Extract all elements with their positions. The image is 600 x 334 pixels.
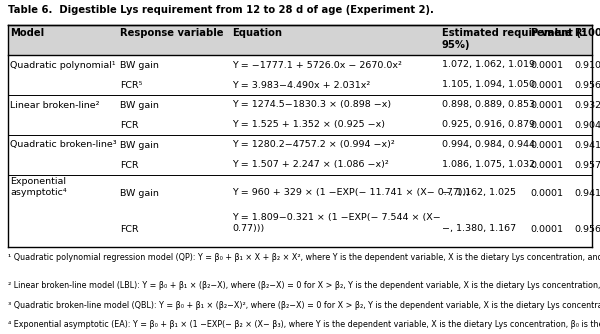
Text: 1.086, 1.075, 1.032: 1.086, 1.075, 1.032 [442,161,535,169]
Text: 0.0001: 0.0001 [530,141,563,150]
Bar [8,135,592,155]
Text: Y = 1.809−0.321 × (1 −EXP(− 7.544 × (X−
0.77))): Y = 1.809−0.321 × (1 −EXP(− 7.544 × (X− … [232,213,441,233]
Text: Y = 3.983−4.490x + 2.031x²: Y = 3.983−4.490x + 2.031x² [232,80,370,90]
Text: 0.9560: 0.9560 [574,224,600,233]
Text: ² Linear broken-line model (LBL): Y = β₀ + β₁ × (β₂−X), where (β₂−X) = 0 for X >: ² Linear broken-line model (LBL): Y = β₀… [8,282,600,291]
Text: Linear broken-line²: Linear broken-line² [10,101,100,110]
Text: Y = 1.525 + 1.352 × (0.925 −x): Y = 1.525 + 1.352 × (0.925 −x) [232,121,385,130]
Text: P-value: P-value [530,28,572,38]
Bar [8,95,592,115]
Text: FCR: FCR [120,161,139,169]
Text: FCR: FCR [120,121,139,130]
Text: FCR⁵: FCR⁵ [120,80,142,90]
Text: 0.9107: 0.9107 [574,60,600,69]
Text: Exponential
asymptotic⁴: Exponential asymptotic⁴ [10,177,67,197]
Bar [8,211,592,247]
Text: Quadratic polynomial¹: Quadratic polynomial¹ [10,60,116,69]
Text: 0.9418: 0.9418 [574,141,600,150]
Text: Model: Model [10,28,44,38]
Text: Y = 960 + 329 × (1 −EXP(− 11.741 × (X− 0.77))): Y = 960 + 329 × (1 −EXP(− 11.741 × (X− 0… [232,188,470,197]
Text: BW gain: BW gain [120,60,159,69]
Text: 0.0001: 0.0001 [530,101,563,110]
Text: Y = 1280.2−4757.2 × (0.994 −x)²: Y = 1280.2−4757.2 × (0.994 −x)² [232,141,395,150]
Text: Y = 1.507 + 2.247 × (1.086 −x)²: Y = 1.507 + 2.247 × (1.086 −x)² [232,161,389,169]
Text: Table 6.  Digestible Lys requirement from 12 to 28 d of age (Experiment 2).: Table 6. Digestible Lys requirement from… [8,5,434,15]
Text: Quadratic broken-line³: Quadratic broken-line³ [10,141,116,150]
Text: Equation: Equation [232,28,282,38]
Text: 0.9578: 0.9578 [574,161,600,169]
Text: ¹ Quadratic polynomial regression model (QP): Y = β₀ + β₁ × X + β₂ × X², where Y: ¹ Quadratic polynomial regression model … [8,253,600,262]
Text: 0.925, 0.916, 0.879: 0.925, 0.916, 0.879 [442,121,535,130]
Text: 1.105, 1.094, 1.050: 1.105, 1.094, 1.050 [442,80,535,90]
Bar [8,55,592,75]
Text: ⁴ Exponential asymptotic (EA): Y = β₀ + β₁ × (1 −EXP(− β₂ × (X− β₃), where Y is : ⁴ Exponential asymptotic (EA): Y = β₀ + … [8,320,600,329]
Text: Estimated requirement (100, 99,
95%): Estimated requirement (100, 99, 95%) [442,28,600,50]
Text: 0.9568: 0.9568 [574,80,600,90]
Text: 0.0001: 0.0001 [530,188,563,197]
Text: 0.9329: 0.9329 [574,101,600,110]
Text: BW gain: BW gain [120,141,159,150]
Text: 0.0001: 0.0001 [530,60,563,69]
Text: 0.9043: 0.9043 [574,121,600,130]
Text: 0.0001: 0.0001 [530,121,563,130]
Text: ³ Quadratic broken-line model (QBL): Y = β₀ + β₁ × (β₂−X)², where (β₂−X) = 0 for: ³ Quadratic broken-line model (QBL): Y =… [8,301,600,310]
Text: Y = 1274.5−1830.3 × (0.898 −x): Y = 1274.5−1830.3 × (0.898 −x) [232,101,391,110]
Text: Y = −1777.1 + 5726.0x − 2670.0x²: Y = −1777.1 + 5726.0x − 2670.0x² [232,60,402,69]
Text: FCR: FCR [120,224,139,233]
Bar [8,25,592,55]
Bar [8,75,592,95]
Text: BW gain: BW gain [120,188,159,197]
Text: 0.994, 0.984, 0.944: 0.994, 0.984, 0.944 [442,141,535,150]
Text: 0.0001: 0.0001 [530,224,563,233]
Text: −, 1.162, 1.025: −, 1.162, 1.025 [442,188,516,197]
Text: R²: R² [574,28,586,38]
Text: BW gain: BW gain [120,101,159,110]
Text: 0.0001: 0.0001 [530,80,563,90]
Bar [8,155,592,175]
Bar [8,175,592,211]
Text: −, 1.380, 1.167: −, 1.380, 1.167 [442,224,516,233]
Text: 0.898, 0.889, 0.853: 0.898, 0.889, 0.853 [442,101,535,110]
Text: Response variable: Response variable [120,28,223,38]
Text: 0.0001: 0.0001 [530,161,563,169]
Text: 1.072, 1.062, 1.019: 1.072, 1.062, 1.019 [442,60,535,69]
Text: 0.9411: 0.9411 [574,188,600,197]
Bar [8,115,592,135]
